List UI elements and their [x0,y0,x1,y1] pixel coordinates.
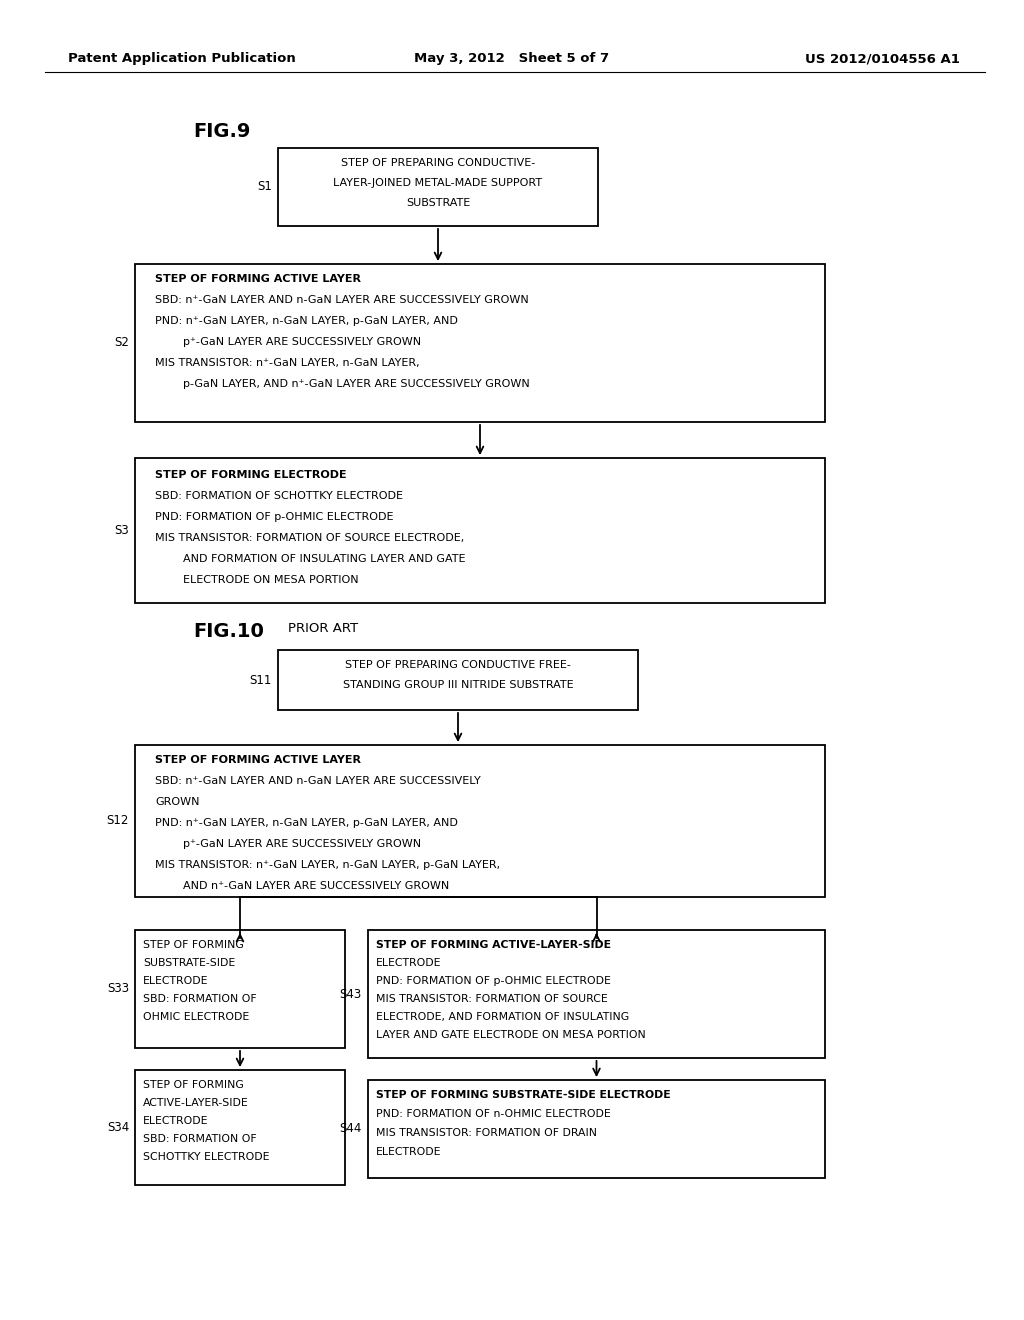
Text: SBD: n⁺-GaN LAYER AND n-GaN LAYER ARE SUCCESSIVELY: SBD: n⁺-GaN LAYER AND n-GaN LAYER ARE SU… [155,776,480,785]
Text: S2: S2 [114,337,129,350]
Text: PND: n⁺-GaN LAYER, n-GaN LAYER, p-GaN LAYER, AND: PND: n⁺-GaN LAYER, n-GaN LAYER, p-GaN LA… [155,818,458,828]
Text: SBD: FORMATION OF: SBD: FORMATION OF [143,994,257,1005]
Text: AND n⁺-GaN LAYER ARE SUCCESSIVELY GROWN: AND n⁺-GaN LAYER ARE SUCCESSIVELY GROWN [155,880,450,891]
Text: FIG.10: FIG.10 [193,622,264,642]
Text: US 2012/0104556 A1: US 2012/0104556 A1 [805,51,961,65]
Text: STEP OF PREPARING CONDUCTIVE-: STEP OF PREPARING CONDUCTIVE- [341,158,536,168]
Text: MIS TRANSISTOR: n⁺-GaN LAYER, n-GaN LAYER, p-GaN LAYER,: MIS TRANSISTOR: n⁺-GaN LAYER, n-GaN LAYE… [155,861,500,870]
Text: LAYER-JOINED METAL-MADE SUPPORT: LAYER-JOINED METAL-MADE SUPPORT [334,178,543,187]
Text: p⁺-GaN LAYER ARE SUCCESSIVELY GROWN: p⁺-GaN LAYER ARE SUCCESSIVELY GROWN [155,840,421,849]
Text: PND: FORMATION OF n-OHMIC ELECTRODE: PND: FORMATION OF n-OHMIC ELECTRODE [376,1109,610,1119]
Text: SUBSTRATE: SUBSTRATE [406,198,470,209]
Text: S3: S3 [115,524,129,537]
Bar [278,148,598,226]
Text: S12: S12 [106,814,129,828]
Text: S44: S44 [340,1122,362,1135]
Text: SUBSTRATE-SIDE: SUBSTRATE-SIDE [143,958,236,968]
Text: LAYER AND GATE ELECTRODE ON MESA PORTION: LAYER AND GATE ELECTRODE ON MESA PORTION [376,1030,646,1040]
Bar [135,1071,345,1185]
Text: PND: n⁺-GaN LAYER, n-GaN LAYER, p-GaN LAYER, AND: PND: n⁺-GaN LAYER, n-GaN LAYER, p-GaN LA… [155,315,458,326]
Text: S43: S43 [340,987,362,1001]
Bar [278,649,638,710]
Text: STEP OF FORMING: STEP OF FORMING [143,1080,244,1090]
Text: STEP OF PREPARING CONDUCTIVE FREE-: STEP OF PREPARING CONDUCTIVE FREE- [345,660,571,671]
Bar [368,1080,825,1177]
Text: MIS TRANSISTOR: n⁺-GaN LAYER, n-GaN LAYER,: MIS TRANSISTOR: n⁺-GaN LAYER, n-GaN LAYE… [155,358,420,368]
Text: ACTIVE-LAYER-SIDE: ACTIVE-LAYER-SIDE [143,1098,249,1107]
Text: ELECTRODE ON MESA PORTION: ELECTRODE ON MESA PORTION [155,576,358,585]
Text: ELECTRODE: ELECTRODE [376,1147,441,1158]
Text: S1: S1 [257,181,272,194]
Text: SBD: FORMATION OF SCHOTTKY ELECTRODE: SBD: FORMATION OF SCHOTTKY ELECTRODE [155,491,403,502]
Text: GROWN: GROWN [155,797,200,807]
Text: MIS TRANSISTOR: FORMATION OF SOURCE ELECTRODE,: MIS TRANSISTOR: FORMATION OF SOURCE ELEC… [155,533,464,543]
Text: STANDING GROUP III NITRIDE SUBSTRATE: STANDING GROUP III NITRIDE SUBSTRATE [343,680,573,690]
Text: STEP OF FORMING SUBSTRATE-SIDE ELECTRODE: STEP OF FORMING SUBSTRATE-SIDE ELECTRODE [376,1090,671,1100]
Text: SBD: n⁺-GaN LAYER AND n-GaN LAYER ARE SUCCESSIVELY GROWN: SBD: n⁺-GaN LAYER AND n-GaN LAYER ARE SU… [155,294,528,305]
Text: p⁺-GaN LAYER ARE SUCCESSIVELY GROWN: p⁺-GaN LAYER ARE SUCCESSIVELY GROWN [155,337,421,347]
Bar [135,931,345,1048]
Text: FIG.9: FIG.9 [193,121,251,141]
Text: STEP OF FORMING ACTIVE LAYER: STEP OF FORMING ACTIVE LAYER [155,755,361,766]
Text: STEP OF FORMING ACTIVE LAYER: STEP OF FORMING ACTIVE LAYER [155,275,361,284]
Text: PRIOR ART: PRIOR ART [288,622,358,635]
Text: ELECTRODE: ELECTRODE [143,1115,209,1126]
Bar [135,458,825,603]
Text: PND: FORMATION OF p-OHMIC ELECTRODE: PND: FORMATION OF p-OHMIC ELECTRODE [376,975,611,986]
Text: STEP OF FORMING: STEP OF FORMING [143,940,244,950]
Text: SBD: FORMATION OF: SBD: FORMATION OF [143,1134,257,1144]
Text: S33: S33 [106,982,129,995]
Text: STEP OF FORMING ACTIVE-LAYER-SIDE: STEP OF FORMING ACTIVE-LAYER-SIDE [376,940,611,950]
Text: S34: S34 [106,1121,129,1134]
Text: ELECTRODE: ELECTRODE [143,975,209,986]
Text: AND FORMATION OF INSULATING LAYER AND GATE: AND FORMATION OF INSULATING LAYER AND GA… [155,554,466,564]
Text: MIS TRANSISTOR: FORMATION OF DRAIN: MIS TRANSISTOR: FORMATION OF DRAIN [376,1129,597,1138]
Text: STEP OF FORMING ELECTRODE: STEP OF FORMING ELECTRODE [155,470,347,480]
Bar [368,931,825,1059]
Text: Patent Application Publication: Patent Application Publication [68,51,296,65]
Text: OHMIC ELECTRODE: OHMIC ELECTRODE [143,1012,249,1022]
Text: S11: S11 [250,673,272,686]
Text: SCHOTTKY ELECTRODE: SCHOTTKY ELECTRODE [143,1152,269,1162]
Text: PND: FORMATION OF p-OHMIC ELECTRODE: PND: FORMATION OF p-OHMIC ELECTRODE [155,512,393,521]
Text: MIS TRANSISTOR: FORMATION OF SOURCE: MIS TRANSISTOR: FORMATION OF SOURCE [376,994,608,1005]
Text: May 3, 2012   Sheet 5 of 7: May 3, 2012 Sheet 5 of 7 [415,51,609,65]
Text: p-GaN LAYER, AND n⁺-GaN LAYER ARE SUCCESSIVELY GROWN: p-GaN LAYER, AND n⁺-GaN LAYER ARE SUCCES… [155,379,529,389]
Bar [135,264,825,422]
Text: ELECTRODE: ELECTRODE [376,958,441,968]
Text: ELECTRODE, AND FORMATION OF INSULATING: ELECTRODE, AND FORMATION OF INSULATING [376,1012,629,1022]
Bar [135,744,825,898]
